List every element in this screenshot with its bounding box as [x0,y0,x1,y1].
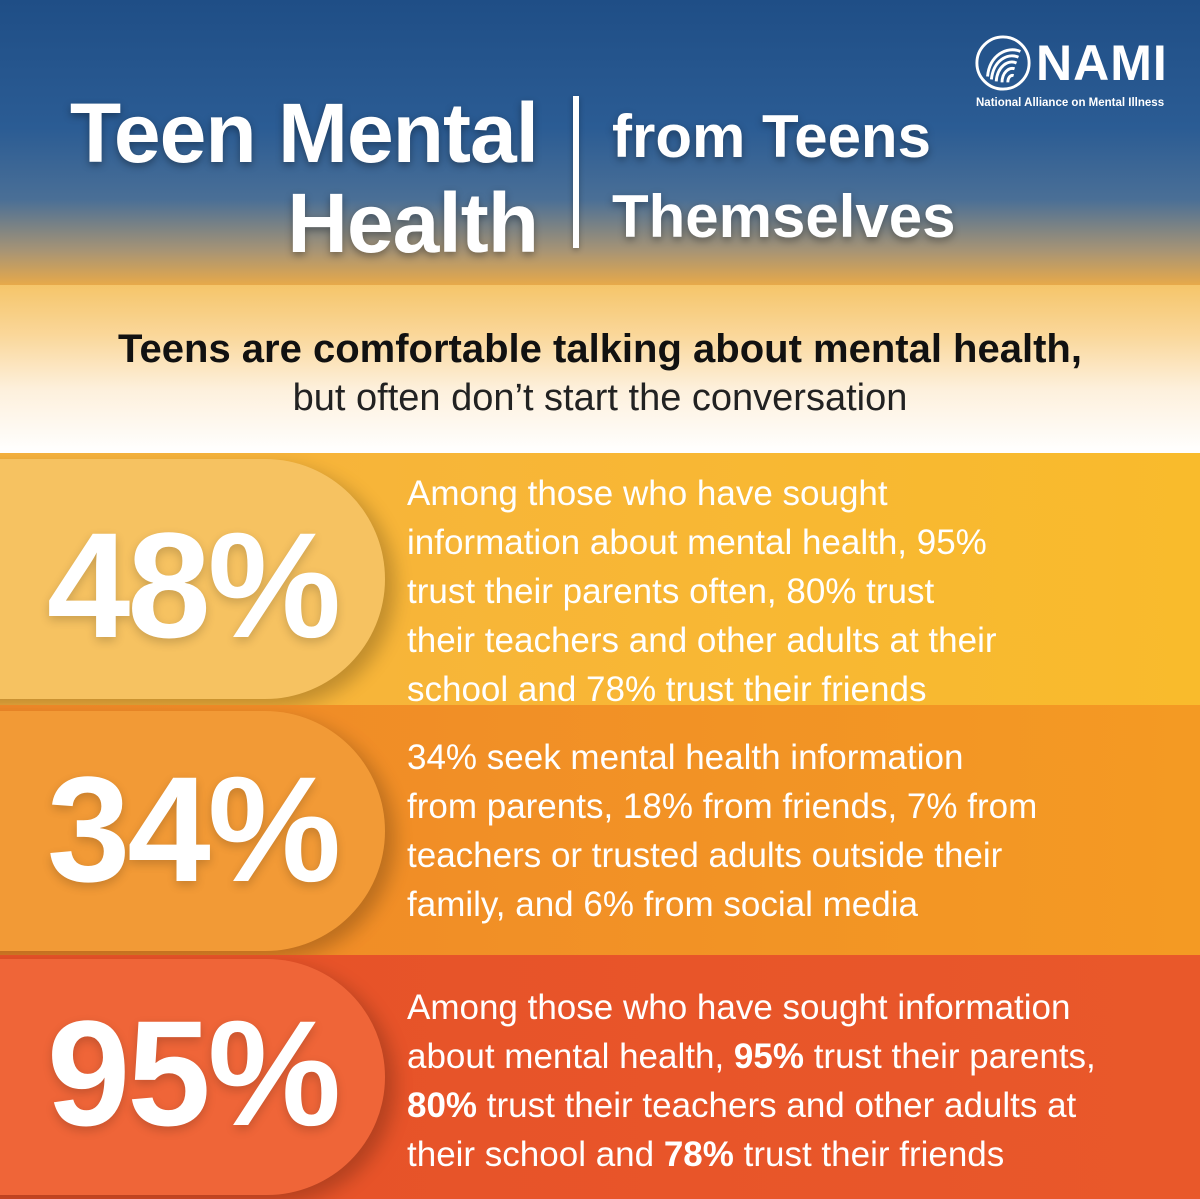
title-divider [573,96,579,248]
stat-description-line: Among those who have sought [407,474,888,513]
stat-description-line: information about mental health, 95% [407,523,987,562]
nami-logo: NAMI National Alliance on Mental Illness [974,32,1174,114]
stat-description-line: school and 78% trust their friends [407,670,927,705]
stat-pill [0,959,385,1195]
stat-value: 95% [46,989,341,1157]
page-title: Teen Mental Health [69,86,539,270]
highlight-number: 95% [733,1037,804,1076]
stat-description-line: 80% trust their teachers and other adult… [407,1081,1177,1130]
stat-pill [0,711,385,951]
stat-description: 34% seek mental health information from … [407,733,1177,929]
stat-description: Among those who have sought information … [407,983,1177,1179]
subhead-regular-text: but often don’t start the conversation [292,377,908,419]
stat-pill [0,459,385,699]
subtitle-line-1: from Teens [612,103,931,170]
nami-swirl-logo-icon [975,35,1031,91]
subtitle-line-2: Themselves [612,183,956,250]
desc-text: trust their parents, [803,1037,1096,1076]
stat-description-line: their teachers and other adults at their [407,621,997,660]
title-line-2: Health [287,176,539,270]
stat-description-line: family, and 6% from social media [407,885,918,924]
title-line-1: Teen Mental [69,86,539,180]
stat-value: 34% [46,745,341,913]
stat-band-48: 48% Among those who have sought informat… [0,453,1200,705]
desc-text: their school and [407,1135,664,1174]
stat-description-line: trust their parents often, 80% trust [407,572,935,611]
highlight-number: 78% [663,1135,734,1174]
page-subtitle: from Teens Themselves [612,97,956,257]
stat-band-95: 95% Among those who have sought informat… [0,955,1200,1199]
desc-text: trust their friends [733,1135,1005,1174]
stat-description-line: their school and 78% trust their friends [407,1130,1177,1179]
stat-description-line: teachers or trusted adults outside their [407,836,1003,875]
desc-text: trust their teachers and other adults at [477,1086,1077,1125]
stat-description: Among those who have sought information … [407,469,1177,705]
stat-band-34: 34% 34% seek mental health information f… [0,705,1200,955]
desc-text: about mental health, [407,1037,734,1076]
stat-description-line: 34% seek mental health information [407,738,964,777]
subhead-bold-text: Teens are comfortable talking about ment… [118,327,1082,371]
stat-description-line: Among those who have sought information [407,988,1071,1027]
stat-description-line: from parents, 18% from friends, 7% from [407,787,1038,826]
stat-description-line: about mental health, 95% trust their par… [407,1032,1177,1081]
logo-tagline: National Alliance on Mental Illness [976,97,1165,109]
logo-wordmark: NAMI [1036,35,1168,91]
header-banner: Teen Mental Health from Teens Themselves… [0,0,1200,285]
stat-value: 48% [46,501,341,669]
subhead-section: Teens are comfortable talking about ment… [0,285,1200,453]
highlight-number: 80% [407,1086,478,1125]
